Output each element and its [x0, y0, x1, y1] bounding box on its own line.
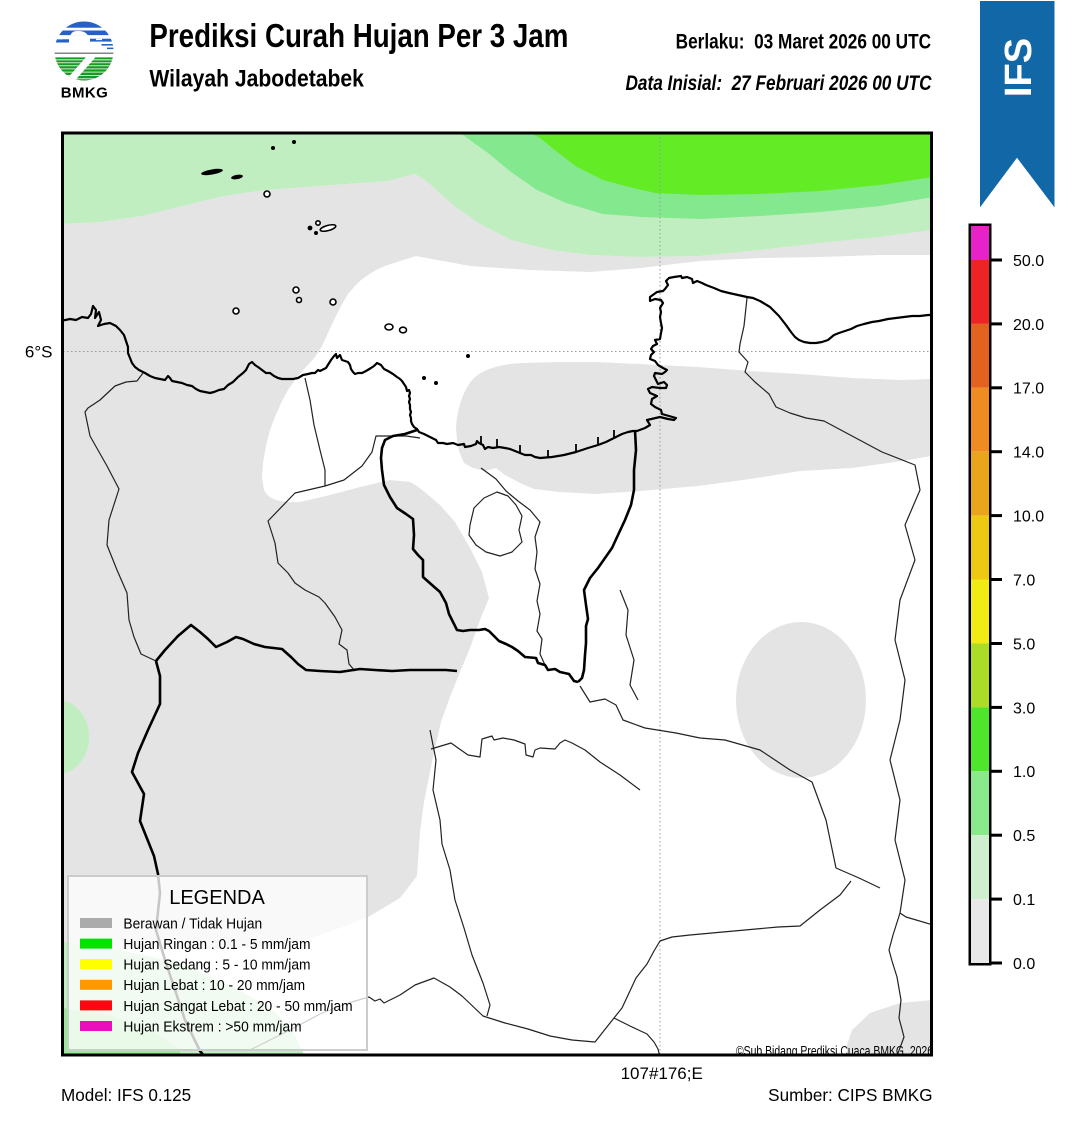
svg-text:IFS: IFS — [998, 38, 1040, 97]
svg-text:1.0: 1.0 — [1013, 764, 1035, 781]
svg-text:107107°E#176;E: 107107°E#176;E — [621, 1064, 703, 1083]
svg-text:3.0: 3.0 — [1013, 700, 1035, 717]
svg-text:Data Inisial: 27 Februari 202: Data Inisial: 27 Februari 2026 00 UTC — [625, 73, 932, 96]
svg-text:Hujan Lebat : 10 - 20 mm/jam: Hujan Lebat : 10 - 20 mm/jam — [123, 978, 305, 995]
svg-text:14.0: 14.0 — [1013, 445, 1044, 462]
svg-text:Hujan Ekstrem : >50 mm/jam: Hujan Ekstrem : >50 mm/jam — [123, 1019, 301, 1036]
svg-text:17.0: 17.0 — [1013, 381, 1044, 398]
svg-text:Model: IFS 0.125: Model: IFS 0.125 — [61, 1085, 191, 1106]
svg-text:Hujan Sangat Lebat : 20 - 50 m: Hujan Sangat Lebat : 20 - 50 mm/jam — [123, 998, 352, 1015]
svg-text:5.0: 5.0 — [1013, 636, 1035, 653]
svg-text:Hujan Ringan : 0.1 - 5 mm/jam: Hujan Ringan : 0.1 - 5 mm/jam — [123, 937, 310, 954]
svg-text:Hujan Sedang : 5 - 10 mm/jam: Hujan Sedang : 5 - 10 mm/jam — [123, 957, 310, 974]
svg-text:Berlaku: 03 Maret 2026 00 UTC: Berlaku: 03 Maret 2026 00 UTC — [676, 31, 931, 54]
svg-text:©Sub Bidang Prediksi Cuaca BMK: ©Sub Bidang Prediksi Cuaca BMKG, 2026 — [736, 1043, 933, 1059]
svg-text:Berawan / Tidak Hujan: Berawan / Tidak Hujan — [123, 916, 262, 933]
svg-text:BMKG: BMKG — [61, 84, 108, 101]
svg-text:7.0: 7.0 — [1013, 572, 1035, 589]
svg-text:Wilayah Jabodetabek: Wilayah Jabodetabek — [149, 65, 364, 92]
svg-text:6°S: 6°S — [25, 342, 53, 361]
svg-text:Sumber: CIPS BMKG: Sumber: CIPS BMKG — [768, 1085, 932, 1106]
svg-text:0.0: 0.0 — [1013, 956, 1035, 973]
svg-text:20.0: 20.0 — [1013, 317, 1044, 334]
svg-text:0.5: 0.5 — [1013, 828, 1035, 845]
svg-text:10.0: 10.0 — [1013, 509, 1044, 526]
svg-text:0.1: 0.1 — [1013, 892, 1035, 909]
svg-text:50.0: 50.0 — [1013, 253, 1044, 270]
svg-text:LEGENDA: LEGENDA — [169, 887, 265, 909]
svg-text:Prediksi Curah Hujan Per 3 Jam: Prediksi Curah Hujan Per 3 Jam — [149, 18, 568, 55]
